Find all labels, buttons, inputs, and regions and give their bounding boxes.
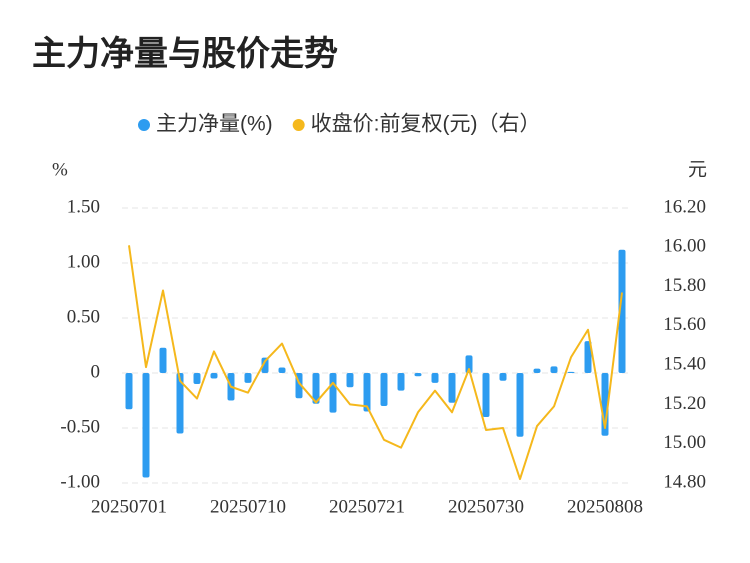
bar xyxy=(397,373,405,391)
bar xyxy=(618,249,626,373)
bar xyxy=(448,373,456,403)
legend-marker xyxy=(292,119,305,131)
bar xyxy=(261,357,269,373)
bar xyxy=(482,373,490,417)
bar xyxy=(499,373,507,381)
bar xyxy=(533,368,541,373)
bar xyxy=(363,373,371,412)
legend-label: 收盘价:前复权(元)（右） xyxy=(311,113,541,136)
y2-tick-label: 15.40 xyxy=(663,354,706,375)
bar xyxy=(431,373,439,383)
y-tick-label: 0.50 xyxy=(67,306,100,327)
y-tick-label: -1.00 xyxy=(60,471,100,492)
y2-tick-label: 15.00 xyxy=(663,432,706,453)
x-tick-label: 20250808 xyxy=(567,496,643,517)
y2-tick-label: 16.00 xyxy=(663,236,706,257)
y-tick-label: -0.50 xyxy=(60,416,100,437)
y-tick-label: 1.00 xyxy=(67,251,100,272)
chart-title: 主力净量与股价走势 xyxy=(32,35,338,73)
bar xyxy=(193,373,201,384)
bar xyxy=(550,366,558,373)
y2-axis-label: 元 xyxy=(688,159,707,180)
bar xyxy=(159,347,167,373)
bar xyxy=(567,371,575,373)
bar xyxy=(465,355,473,373)
legend-label: 主力净量(%) xyxy=(156,113,273,136)
bar xyxy=(142,373,150,478)
bar xyxy=(125,373,133,410)
y-axis-label: % xyxy=(52,159,68,180)
bar xyxy=(329,373,337,413)
bar xyxy=(584,341,592,373)
bar xyxy=(176,373,184,434)
legend-marker xyxy=(138,119,150,131)
y2-tick-label: 14.80 xyxy=(663,471,706,492)
x-tick-label: 20250721 xyxy=(329,496,405,517)
bar xyxy=(210,373,218,379)
y-tick-label: 1.50 xyxy=(67,196,100,217)
y2-tick-label: 15.60 xyxy=(663,314,706,335)
bar xyxy=(380,373,388,406)
bar xyxy=(244,373,252,383)
bar xyxy=(278,367,286,373)
bar xyxy=(516,373,524,437)
price-line xyxy=(128,245,623,481)
x-tick-label: 20250710 xyxy=(210,496,286,517)
x-tick-label: 20250701 xyxy=(91,496,167,517)
bar xyxy=(312,373,320,404)
y2-tick-label: 15.80 xyxy=(663,275,706,296)
y-tick-label: 0 xyxy=(91,361,101,382)
bar xyxy=(346,373,354,388)
x-tick-label: 20250730 xyxy=(448,496,524,517)
y2-tick-label: 16.20 xyxy=(663,196,706,217)
bar xyxy=(414,373,422,377)
y2-tick-label: 15.20 xyxy=(663,393,706,414)
